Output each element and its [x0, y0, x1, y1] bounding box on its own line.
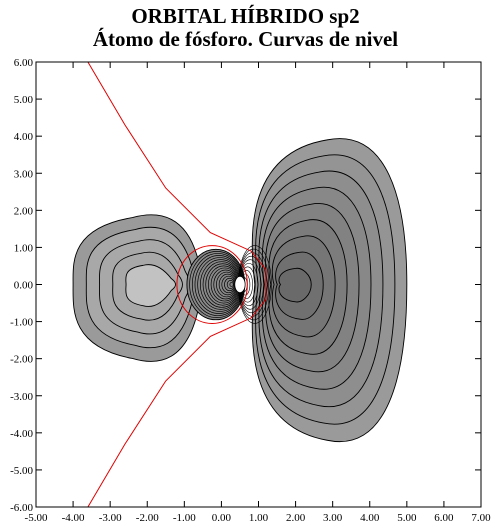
y-tick-label: 3.00: [14, 168, 34, 180]
chart-title: ORBITAL HÍBRIDO sp2: [131, 4, 360, 28]
y-tick-label: -4.00: [10, 428, 33, 440]
x-tick-label: 5.00: [397, 512, 417, 524]
x-axis: -5.00 -4.00 -3.00 -2.00 -1.00 0.00 1.00 2.00 3.0…: [25, 62, 491, 524]
x-tick-label: 2.00: [286, 512, 306, 524]
y-tick-label: -1.00: [10, 317, 33, 329]
x-tick-label: 0.00: [212, 512, 232, 524]
inner-lobe-contour: [226, 280, 235, 289]
inner-lobe-contour: [229, 282, 234, 287]
right-lobe: [251, 138, 408, 443]
nodal-curve: [87, 62, 267, 507]
y-axis: 6.00 5.00 4.00 3.00 2.00 1.00 0.00 -1.00 -2.00 -3…: [10, 57, 481, 514]
x-tick-label: -4.00: [62, 512, 85, 524]
x-tick-label: 7.00: [471, 512, 491, 524]
y-tick-label: 2.00: [14, 205, 34, 217]
y-tick-label: 4.00: [14, 131, 34, 143]
left-lobe-contour: [125, 264, 176, 307]
x-tick-label: 1.00: [249, 512, 269, 524]
nodal-line: [87, 62, 267, 507]
y-tick-label: 6.00: [14, 57, 34, 69]
chart-subtitle: Átomo de fósforo. Curvas de nivel: [92, 27, 399, 51]
y-tick-label: 1.00: [14, 242, 34, 254]
x-tick-label: 4.00: [360, 512, 380, 524]
nucleus: [234, 275, 246, 294]
nucleus-marker: [234, 275, 246, 294]
left-lobe: [72, 214, 204, 362]
x-tick-label: -5.00: [25, 512, 48, 524]
right-lobe-contour: [278, 267, 312, 303]
x-tick-label: -2.00: [136, 512, 159, 524]
nodal-inner-curve: [176, 245, 248, 324]
x-tick-label: 6.00: [434, 512, 454, 524]
y-tick-label: -3.00: [10, 391, 33, 403]
y-tick-label: -2.00: [10, 354, 33, 366]
x-tick-label: 3.00: [323, 512, 343, 524]
y-tick-label: 5.00: [14, 94, 34, 106]
x-tick-label: -1.00: [173, 512, 196, 524]
x-tick-label: -3.00: [99, 512, 122, 524]
y-tick-label: 0.00: [14, 280, 34, 292]
y-tick-label: -6.00: [10, 502, 33, 514]
y-tick-label: -5.00: [10, 465, 33, 477]
